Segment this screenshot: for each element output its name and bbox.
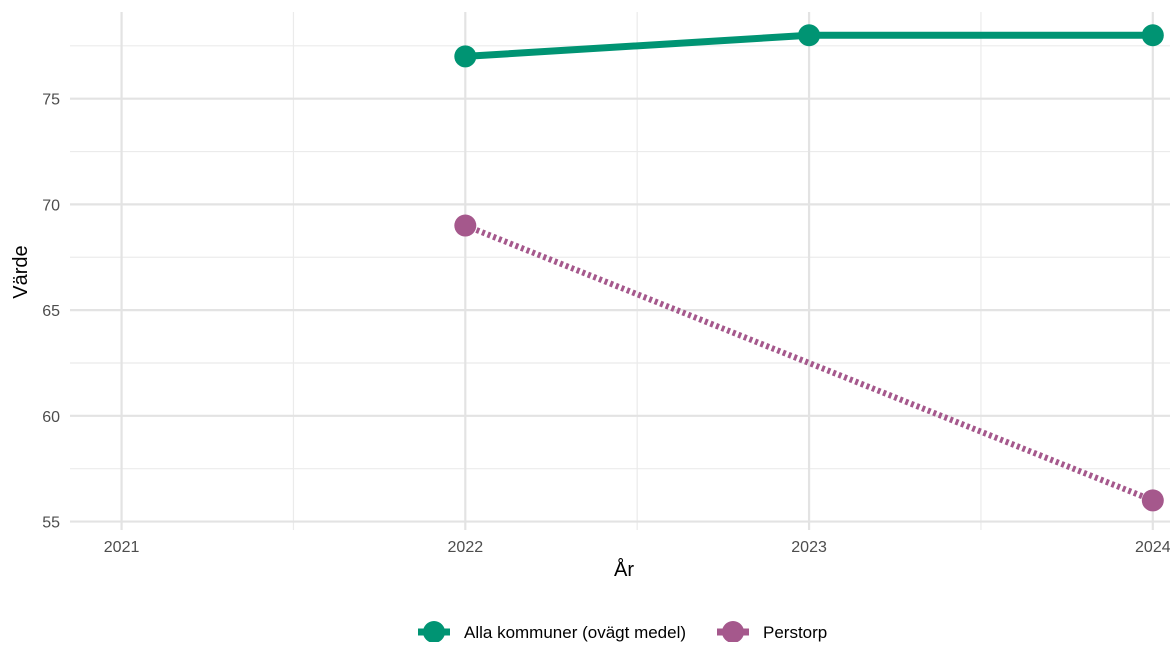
data-point <box>1141 489 1164 512</box>
series-layer <box>454 24 1164 512</box>
x-tick-label: 2022 <box>448 539 484 556</box>
series-1 <box>454 24 1164 68</box>
y-tick-label: 75 <box>42 92 60 109</box>
legend-label: Alla kommuner (ovägt medel) <box>464 623 686 642</box>
grid <box>70 12 1170 530</box>
x-axis-title: År <box>614 558 634 581</box>
legend: Alla kommuner (ovägt medel) Perstorp <box>418 621 827 643</box>
y-tick-label: 60 <box>42 409 60 426</box>
legend-key-point <box>423 621 445 643</box>
x-tick-label: 2024 <box>1135 539 1170 556</box>
legend-key-point <box>722 621 744 643</box>
legend-label: Perstorp <box>763 623 827 642</box>
y-tick-label: 65 <box>42 303 60 320</box>
y-tick-label: 70 <box>42 197 60 214</box>
x-tick-label: 2021 <box>104 539 140 556</box>
data-point <box>1141 24 1164 47</box>
x-tick-label: 2023 <box>791 539 827 556</box>
y-tick-label: 55 <box>42 515 60 532</box>
legend-item: Alla kommuner (ovägt medel) <box>418 621 686 643</box>
x-axis-ticks: 2021 2022 2023 2024 <box>104 539 1170 556</box>
legend-item: Perstorp <box>717 621 827 643</box>
data-point <box>798 24 821 47</box>
y-axis-title: Värde <box>10 245 32 298</box>
data-point <box>454 214 477 237</box>
series-2 <box>454 214 1164 512</box>
data-point <box>454 45 477 68</box>
y-axis-ticks: 55 60 65 70 75 <box>42 92 60 532</box>
